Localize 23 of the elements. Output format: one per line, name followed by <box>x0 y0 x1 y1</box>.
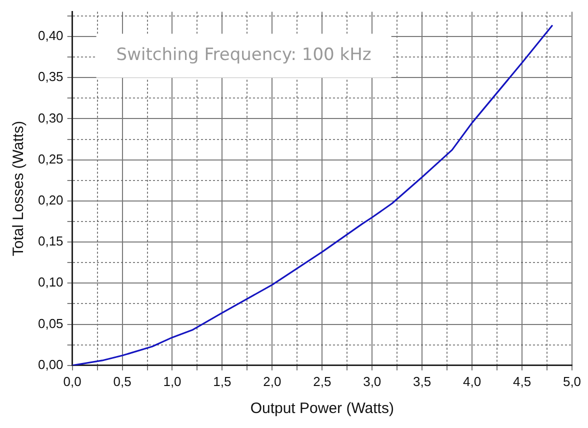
y-tick-label: 0,40 <box>38 28 64 44</box>
x-tick-label: 3,5 <box>413 374 432 389</box>
x-tick-label: 1,0 <box>163 374 182 389</box>
x-tick-label: 3,0 <box>363 374 382 389</box>
x-tick-label: 2,0 <box>263 374 282 389</box>
y-tick-label: 0,35 <box>38 69 64 84</box>
x-tick-label: 4,0 <box>463 374 482 389</box>
x-tick-label: 0,5 <box>113 374 132 389</box>
x-axis-title: Output Power (Watts) <box>250 400 394 418</box>
x-tick-label: 4,5 <box>512 374 532 389</box>
y-tick-label: 0,15 <box>38 234 64 249</box>
x-tick-label: 1,5 <box>213 374 232 389</box>
x-tick-label: 0,0 <box>63 374 82 389</box>
y-tick-label: 0,25 <box>38 151 64 166</box>
y-tick-label: 0,00 <box>38 356 64 372</box>
y-tick-label: 0,20 <box>38 192 64 208</box>
y-tick-label: 0,10 <box>38 274 64 290</box>
y-tick-label: 0,30 <box>38 110 64 126</box>
annotation: Switching Frequency: 100 kHz <box>116 45 372 66</box>
x-tick-label: 2,5 <box>313 374 332 389</box>
y-axis-title: Total Losses (Watts) <box>10 120 28 256</box>
x-tick-label: 5,0 <box>562 374 582 389</box>
y-tick-label: 0,05 <box>38 316 64 331</box>
